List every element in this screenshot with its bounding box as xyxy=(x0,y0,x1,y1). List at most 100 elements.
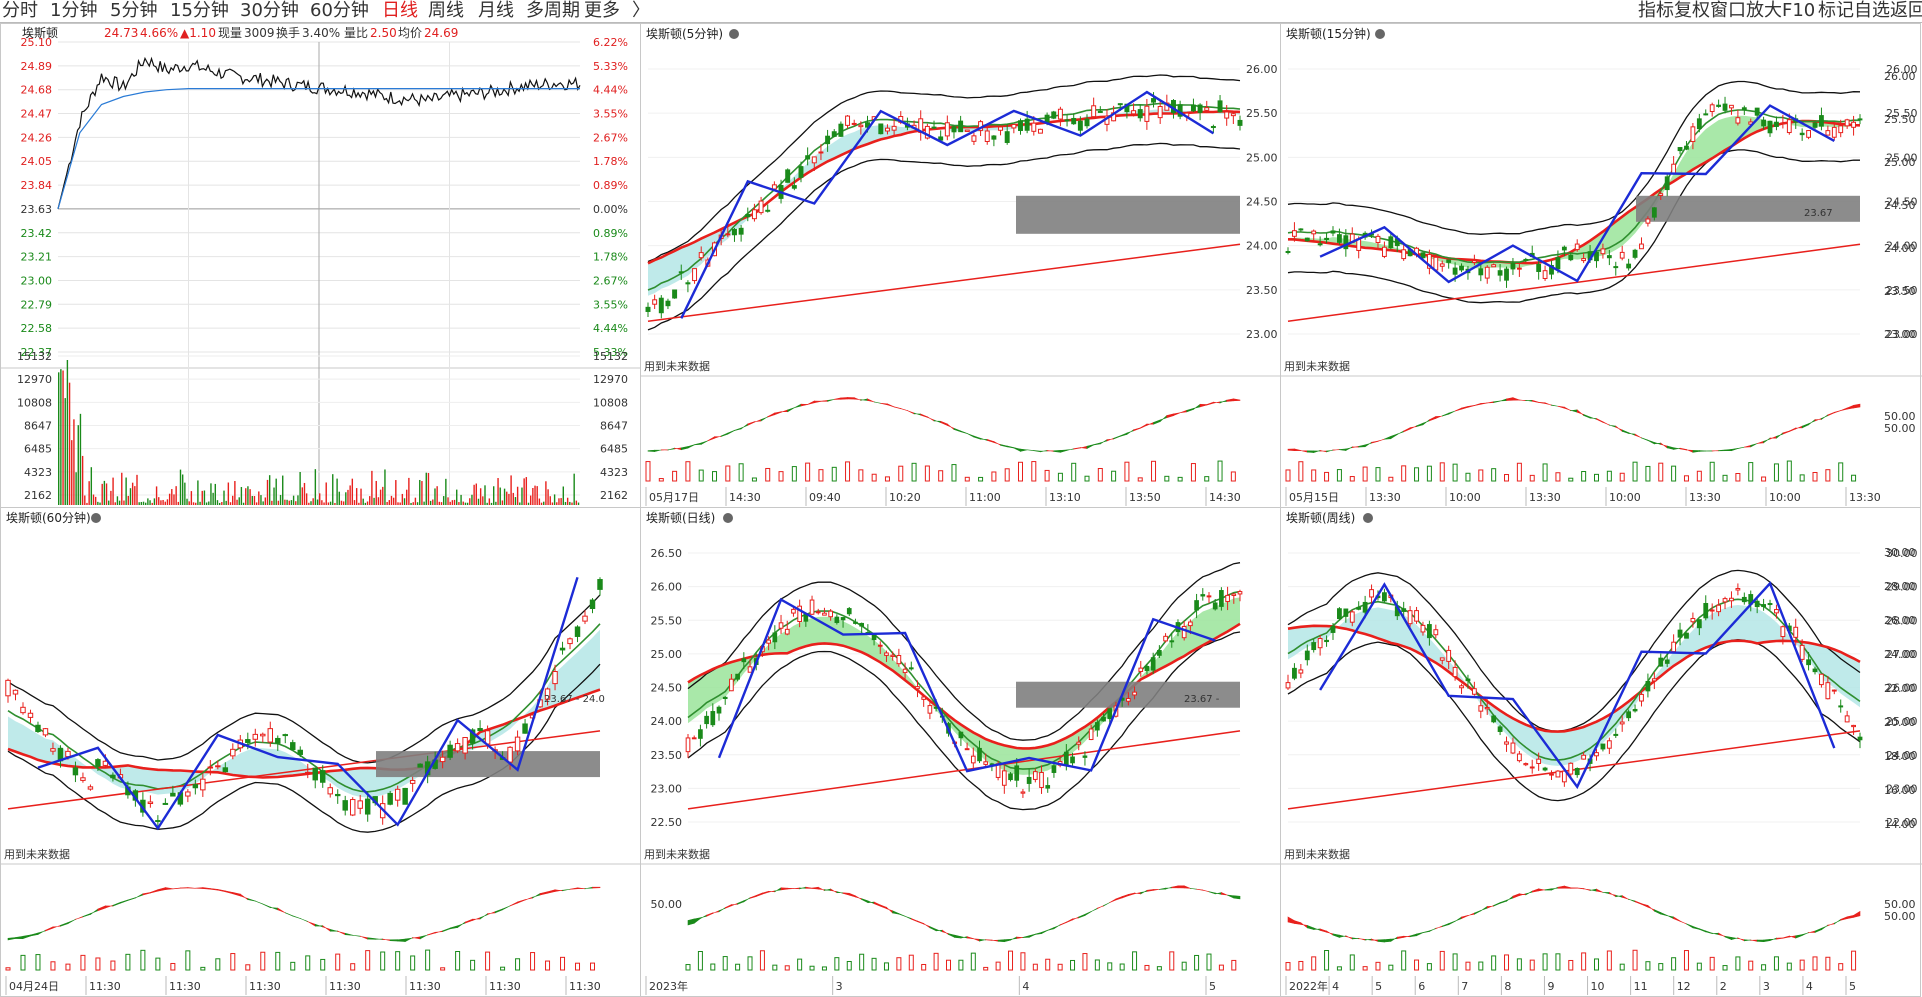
toolbar-button-4[interactable]: F10 xyxy=(1782,0,1816,21)
indicator-ribbon xyxy=(1763,939,1771,943)
indicator-ribbon xyxy=(993,441,1001,446)
timeframe-tab-4[interactable]: 30分钟 xyxy=(240,0,299,21)
indicator-ribbon xyxy=(1179,409,1188,414)
candle-body xyxy=(1491,715,1497,723)
indicator-ribbon xyxy=(755,892,763,897)
toolbar-button-5[interactable]: 标记 xyxy=(1818,0,1854,21)
indicator-ribbon xyxy=(539,891,548,896)
indicator-bar xyxy=(1017,461,1023,482)
indicator-bar xyxy=(964,476,970,482)
candle-body xyxy=(1651,678,1657,682)
volume-bar xyxy=(99,502,101,505)
indicator-ribbon xyxy=(1833,410,1842,414)
bollinger-upper xyxy=(7,594,601,764)
candle-body xyxy=(921,696,927,700)
volume-bar xyxy=(138,502,140,505)
volume-bar xyxy=(466,502,469,505)
candle-body xyxy=(1237,119,1243,126)
toolbar-button-2[interactable]: 窗口 xyxy=(1710,0,1746,21)
indicator-bar xyxy=(1285,962,1291,971)
volume-bar xyxy=(147,498,149,505)
indicator-bar xyxy=(1008,950,1014,971)
indicator-ribbon xyxy=(1679,447,1687,451)
volume-bar xyxy=(358,502,360,505)
volume-bar xyxy=(373,497,375,505)
indicator-bar xyxy=(1375,467,1381,482)
candle-body xyxy=(589,599,596,609)
candle-body xyxy=(704,715,709,725)
dropdown-icon[interactable] xyxy=(729,29,739,39)
indicator-bar xyxy=(1581,952,1587,971)
indicator-ribbon xyxy=(1718,932,1726,938)
candle-body xyxy=(185,791,191,797)
indicator-bar xyxy=(738,463,744,482)
indicator-bar xyxy=(215,958,221,971)
indicator-ribbon xyxy=(1233,895,1241,900)
indicator-ribbon xyxy=(1782,935,1790,939)
candle-body xyxy=(80,777,86,781)
candle-body xyxy=(1014,765,1020,781)
candle-body xyxy=(998,126,1004,131)
indicator-ribbon xyxy=(1628,898,1636,903)
volume-bar xyxy=(540,502,543,505)
indicator-ribbon xyxy=(135,893,144,899)
x-label: 11:30 xyxy=(89,980,121,993)
candle-body xyxy=(845,115,851,126)
candle-body xyxy=(891,125,897,131)
indicator-ribbon xyxy=(712,910,720,914)
indicator-ribbon xyxy=(1692,450,1700,453)
timeframe-tab-0[interactable]: 分时 xyxy=(2,0,38,21)
indicator-ribbon xyxy=(1621,429,1629,434)
dropdown-icon[interactable] xyxy=(723,513,733,523)
indicator-bar xyxy=(1119,963,1125,971)
timeframe-tab-9[interactable]: 多周期 xyxy=(526,0,580,21)
indicator-ribbon xyxy=(1589,888,1597,892)
indicator-ribbon xyxy=(1480,905,1488,912)
toolbar-button-6[interactable]: 自选 xyxy=(1854,0,1890,21)
indicator-bar xyxy=(722,956,728,971)
indicator-ribbon xyxy=(1332,449,1340,451)
candle-body xyxy=(207,766,214,769)
indicator-bar xyxy=(1581,471,1587,482)
candle-body xyxy=(1024,118,1030,131)
timeframe-tab-3[interactable]: 15分钟 xyxy=(170,0,229,21)
toolbar-button-0[interactable]: 指标 xyxy=(1638,0,1674,21)
candle-body xyxy=(765,209,771,212)
candle-body xyxy=(853,621,858,624)
toolbar-button-7[interactable]: 返回 xyxy=(1890,0,1922,21)
dropdown-icon[interactable] xyxy=(91,513,101,523)
panel-2 xyxy=(5,576,603,995)
indicator-ribbon xyxy=(299,917,309,923)
indicator-ribbon xyxy=(1403,427,1411,433)
indicator-bar xyxy=(1426,963,1432,971)
candle-body xyxy=(685,737,691,753)
indicator-bar xyxy=(500,966,506,971)
indicator-ribbon xyxy=(960,936,968,939)
volume-bar xyxy=(223,490,225,505)
more-arrow-icon[interactable]: 〉 xyxy=(632,0,650,21)
candle-body xyxy=(1117,103,1123,106)
indicator-ribbon xyxy=(1769,435,1777,440)
dropdown-icon[interactable] xyxy=(1375,29,1385,39)
indicator-bar xyxy=(230,953,236,971)
timeframe-tab-8[interactable]: 月线 xyxy=(478,0,514,21)
candle-body xyxy=(507,746,513,763)
toolbar-button-1[interactable]: 复权 xyxy=(1674,0,1710,21)
indicator-ribbon xyxy=(1628,432,1636,436)
timeframe-tab-5[interactable]: 60分钟 xyxy=(310,0,369,21)
y-tick: 23.00 xyxy=(1886,328,1918,341)
candle-body xyxy=(1568,254,1574,261)
timeframe-tab-10[interactable]: 更多 xyxy=(584,0,620,21)
indicator-bar xyxy=(1137,477,1143,482)
indicator-ribbon xyxy=(1789,935,1797,939)
indicator-ribbon xyxy=(1084,911,1092,917)
indicator-ribbon xyxy=(1686,923,1694,929)
toolbar-button-3[interactable]: 放大 xyxy=(1746,0,1782,21)
indicator-ribbon xyxy=(1326,449,1334,453)
timeframe-tab-2[interactable]: 5分钟 xyxy=(110,0,158,21)
timeframe-tab-7[interactable]: 周线 xyxy=(428,0,464,21)
x-label: 14:30 xyxy=(729,491,761,504)
timeframe-tab-1[interactable]: 1分钟 xyxy=(50,0,98,21)
dropdown-icon[interactable] xyxy=(1363,513,1373,523)
timeframe-tab-6[interactable]: 日线 xyxy=(382,0,418,21)
